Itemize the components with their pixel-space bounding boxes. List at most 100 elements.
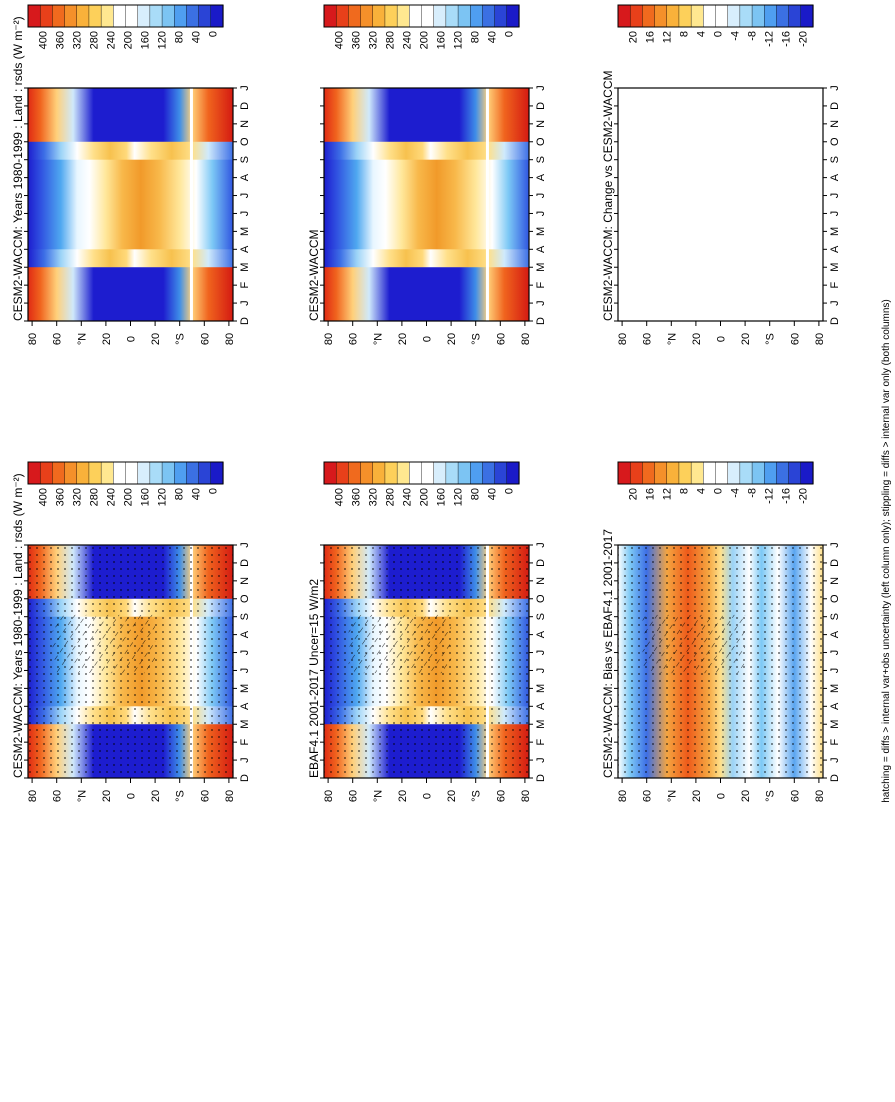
lat-tick-label: 80 xyxy=(520,333,532,345)
month-tick-label: S xyxy=(829,613,841,620)
lat-tick-label: 0 xyxy=(422,336,434,342)
heatmap-band xyxy=(28,249,233,268)
colorbar-swatch xyxy=(457,4,471,28)
month-tick-label: M xyxy=(239,720,251,729)
panel-title: CESM2-WACCM: Bias vs EBAF4.1 2001-2017 xyxy=(601,529,615,778)
colorbar-tick-label: 240 xyxy=(401,488,413,506)
colorbar-swatch xyxy=(149,461,163,485)
colorbar-frame xyxy=(27,461,224,485)
lat-tick-label: 60 xyxy=(199,333,211,345)
month-tick-label: A xyxy=(535,630,547,638)
colorbar-swatch xyxy=(470,4,484,28)
month-tick-label: F xyxy=(829,739,841,746)
colorbar-tick-label: 280 xyxy=(384,488,396,506)
colorbar-frame xyxy=(323,4,520,28)
colorbar-swatch xyxy=(788,4,802,28)
colorbar-swatch xyxy=(703,4,717,28)
lat-tick-label: 80 xyxy=(617,333,629,345)
colorbar-swatch xyxy=(161,4,175,28)
colorbar-tick-label: 80 xyxy=(470,31,482,43)
colorbar-swatch xyxy=(100,461,114,485)
month-tick-label: J xyxy=(239,193,251,199)
lat-tick-label: 0 xyxy=(126,336,138,342)
colorbar-tick-label: 360 xyxy=(54,31,66,49)
heatmap-band xyxy=(324,249,529,268)
colorbar-swatch xyxy=(348,4,362,28)
colorbar-tick-label: 360 xyxy=(54,488,66,506)
month-tick-label: S xyxy=(535,156,547,163)
lat-tick-label: 20 xyxy=(150,790,162,802)
colorbar-tick-label: 120 xyxy=(156,31,168,49)
colorbar-swatch xyxy=(494,4,508,28)
lat-tick-label: 80 xyxy=(520,790,532,802)
colorbar-swatch xyxy=(642,461,656,485)
panel-right-top: 80 60 °N 20 0 20 °S 60 80DJFMAMJJASONDJCESM2-WAC… xyxy=(11,4,251,345)
colorbar-swatch xyxy=(384,4,398,28)
colorbar-tick-label: -20 xyxy=(798,31,810,47)
colorbar-swatch xyxy=(690,4,704,28)
lat-tick-label: 60 xyxy=(348,333,360,345)
lat-tick-label: 20 xyxy=(150,333,162,345)
month-tick-label: N xyxy=(535,120,547,128)
panel-left-top: 80 60 °N 20 0 20 °S 60 80DJFMAMJJASONDJCESM2-WAC… xyxy=(11,461,251,802)
lat-tick-label: 0 xyxy=(716,336,728,342)
colorbar-swatch xyxy=(174,461,188,485)
month-tick-label: D xyxy=(535,559,547,567)
colorbar-swatch xyxy=(409,461,423,485)
panel-right-middle: 80 60 °N 20 0 20 °S 60 80DJFMAMJJASONDJCESM2-WAC… xyxy=(307,4,547,345)
heatmap-band xyxy=(324,177,529,197)
month-tick-label: J xyxy=(535,668,547,674)
heatmap-band xyxy=(324,231,529,250)
colorbar-tick-label: 12 xyxy=(661,488,673,500)
month-tick-label: D xyxy=(239,559,251,567)
month-tick-label: O xyxy=(239,137,251,146)
colorbar-swatch xyxy=(739,4,753,28)
colorbar-tick-label: 400 xyxy=(37,488,49,506)
lat-tick-label: 80 xyxy=(224,790,236,802)
month-tick-label: D xyxy=(535,102,547,110)
lat-tick-label: 60 xyxy=(348,790,360,802)
colorbar-tick-label: 16 xyxy=(644,31,656,43)
colorbar-tick-label: 80 xyxy=(470,488,482,500)
colorbar-tick-label: 320 xyxy=(71,488,83,506)
colorbar-tick-label: -4 xyxy=(729,31,741,41)
colorbar-swatch xyxy=(323,461,337,485)
colorbar-tick-label: 40 xyxy=(487,31,499,43)
lat-tick-label: 60 xyxy=(52,790,64,802)
colorbar-frame xyxy=(617,4,814,28)
heatmap-band xyxy=(28,159,233,179)
lat-tick-label: °S xyxy=(471,333,483,345)
colorbar-frame xyxy=(617,461,814,485)
month-tick-label: J xyxy=(829,542,841,548)
heatmap-band xyxy=(28,231,233,250)
colorbar-swatch xyxy=(666,461,680,485)
month-tick-label: F xyxy=(535,739,547,746)
colorbar-swatch xyxy=(161,461,175,485)
heatmap-band xyxy=(324,213,529,232)
lat-tick-label: 20 xyxy=(446,333,458,345)
lat-tick-label: °N xyxy=(666,333,678,345)
lat-tick-label: 80 xyxy=(27,790,39,802)
lat-tick-label: °S xyxy=(765,333,777,345)
colorbar-swatch xyxy=(88,461,102,485)
colorbar-swatch xyxy=(482,4,496,28)
month-tick-label: M xyxy=(829,263,841,272)
heatmap-band xyxy=(28,141,233,161)
colorbar-frame xyxy=(323,461,520,485)
lat-tick-label: 20 xyxy=(691,333,703,345)
month-tick-label: S xyxy=(239,156,251,163)
month-tick-label: M xyxy=(535,263,547,272)
colorbar-swatch xyxy=(494,461,508,485)
colorbar-tick-label: 40 xyxy=(191,488,203,500)
colorbar-swatch xyxy=(174,4,188,28)
colorbar-tick-label: 280 xyxy=(88,488,100,506)
colorbar-tick-label: 360 xyxy=(350,31,362,49)
heatmap-body xyxy=(28,545,233,779)
colorbar-frame xyxy=(27,4,224,28)
colorbar-swatch xyxy=(64,461,78,485)
month-tick-label: A xyxy=(535,245,547,253)
colorbar-tick-label: 120 xyxy=(156,488,168,506)
colorbar-tick-label: 0 xyxy=(208,31,220,37)
colorbar-tick-label: 240 xyxy=(401,31,413,49)
